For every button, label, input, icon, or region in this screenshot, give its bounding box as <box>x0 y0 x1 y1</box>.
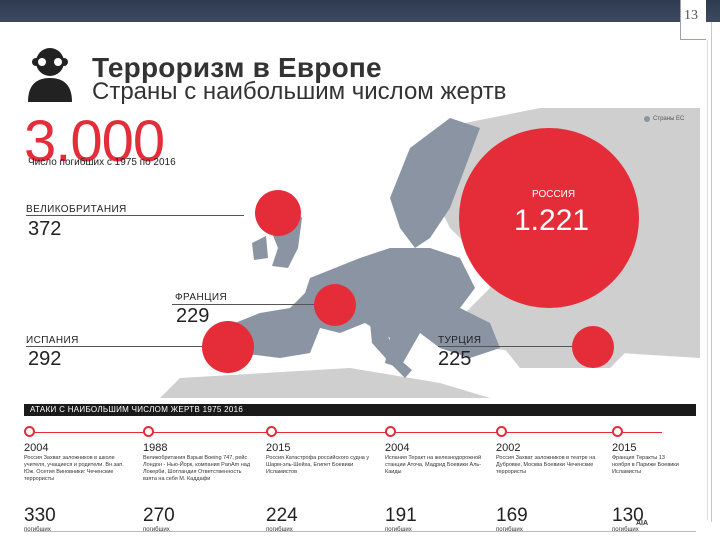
attack-item: 2004 Россия Захват заложников в школе уч… <box>24 426 134 533</box>
masked-person-icon <box>28 48 72 102</box>
timeline-dot <box>143 426 154 437</box>
bottom-rule <box>24 531 696 532</box>
page-subtitle: Страны с наибольшим числом жертв <box>92 78 507 105</box>
attack-year: 2015 <box>612 442 637 454</box>
attack-victims: 270 <box>143 505 175 526</box>
legend-eu-swatch <box>644 116 650 122</box>
map-land-north-africa <box>160 368 490 398</box>
slide-top-bar <box>0 0 720 22</box>
source-logo: AIA <box>636 520 649 527</box>
attack-year: 2004 <box>385 442 410 454</box>
attack-item: 1988 Великобритания Взрыв Boeing 747, ре… <box>143 426 253 533</box>
slide-number: 13 <box>684 8 698 23</box>
map-land-uk <box>270 203 302 268</box>
map-land-eu-mainland <box>235 248 500 368</box>
uk-label: ВЕЛИКОБРИТАНИЯ <box>26 204 127 215</box>
spain-rule <box>26 346 202 347</box>
map-land-scandinavia <box>390 118 480 248</box>
attack-victims: 224 <box>266 505 298 526</box>
attack-victims-unit: погибших <box>385 527 412 533</box>
attack-year: 1988 <box>143 442 168 454</box>
attack-description: Великобритания Взрыв Boeing 747, рейс Ло… <box>143 455 251 482</box>
attack-victims-unit: погибших <box>266 527 293 533</box>
uk-count: 372 <box>28 218 62 240</box>
page-title: Терроризм в Европе <box>92 52 382 83</box>
legend-label: Страны ЕС <box>653 116 685 122</box>
attack-victims-unit: погибших <box>143 527 170 533</box>
france-rule <box>172 304 314 305</box>
attack-description: Испания Теракт на железнодорожной станци… <box>385 455 482 475</box>
spain-count: 292 <box>28 348 62 370</box>
attack-description: Россия Катастрофа российского судна у Ша… <box>266 455 370 475</box>
attack-victims-unit: погибших <box>24 527 51 533</box>
map-land-italy <box>370 323 412 378</box>
timeline-dot <box>385 426 396 437</box>
turkey-label: ТУРЦИЯ <box>438 335 482 346</box>
slide-corner-frame <box>680 0 706 40</box>
france-label: ФРАНЦИЯ <box>175 292 228 303</box>
attack-victims: 330 <box>24 505 56 526</box>
attack-victims: 169 <box>496 505 528 526</box>
total-deaths-value: 3.000 <box>24 109 165 174</box>
attack-victims: 130 <box>612 505 644 526</box>
timeline-dot <box>612 426 623 437</box>
attack-description: Россия Захват заложников в театре на Дуб… <box>496 455 596 475</box>
attack-item: 2004 Испания Теракт на железнодорожной с… <box>385 426 495 533</box>
attack-year: 2002 <box>496 442 521 454</box>
attack-item: 2015 Россия Катастрофа российского судна… <box>266 426 376 533</box>
attacks-timeline <box>30 432 662 433</box>
attack-description: Франция Теракты 13 ноября в Париже Боеви… <box>612 455 679 475</box>
map-land-ireland <box>252 236 268 260</box>
attack-victims: 191 <box>385 505 417 526</box>
timeline-dot <box>24 426 35 437</box>
attack-item: 2015 Франция Теракты 13 ноября в Париже … <box>612 426 682 533</box>
slide-right-border-inner <box>707 40 708 520</box>
attack-victims-unit: погибших <box>496 527 523 533</box>
russia-count: 1.221 <box>514 204 590 237</box>
russia-label: РОССИЯ <box>532 189 576 200</box>
turkey-rule <box>438 346 572 347</box>
attacks-heading-bar <box>24 404 696 416</box>
turkey-count: 225 <box>438 348 472 370</box>
attack-year: 2015 <box>266 442 291 454</box>
attack-description: Россия Захват заложников в школе учителя… <box>24 455 124 482</box>
uk-rule <box>26 215 244 216</box>
slide-right-border <box>711 22 712 522</box>
attack-item: 2002 Россия Захват заложников в театре н… <box>496 426 606 533</box>
timeline-dot <box>496 426 507 437</box>
france-count: 229 <box>176 305 210 327</box>
total-deaths-caption: Число погибших с 1975 по 2016 <box>28 157 176 168</box>
attack-year: 2004 <box>24 442 49 454</box>
attacks-heading: АТАКИ С НАИБОЛЬШИМ ЧИСЛОМ ЖЕРТВ 1975 201… <box>30 405 244 414</box>
attack-victims-unit: погибших <box>612 527 639 533</box>
spain-label: ИСПАНИЯ <box>26 335 79 346</box>
map-legend: Страны ЕС <box>644 116 684 122</box>
timeline-dot <box>266 426 277 437</box>
